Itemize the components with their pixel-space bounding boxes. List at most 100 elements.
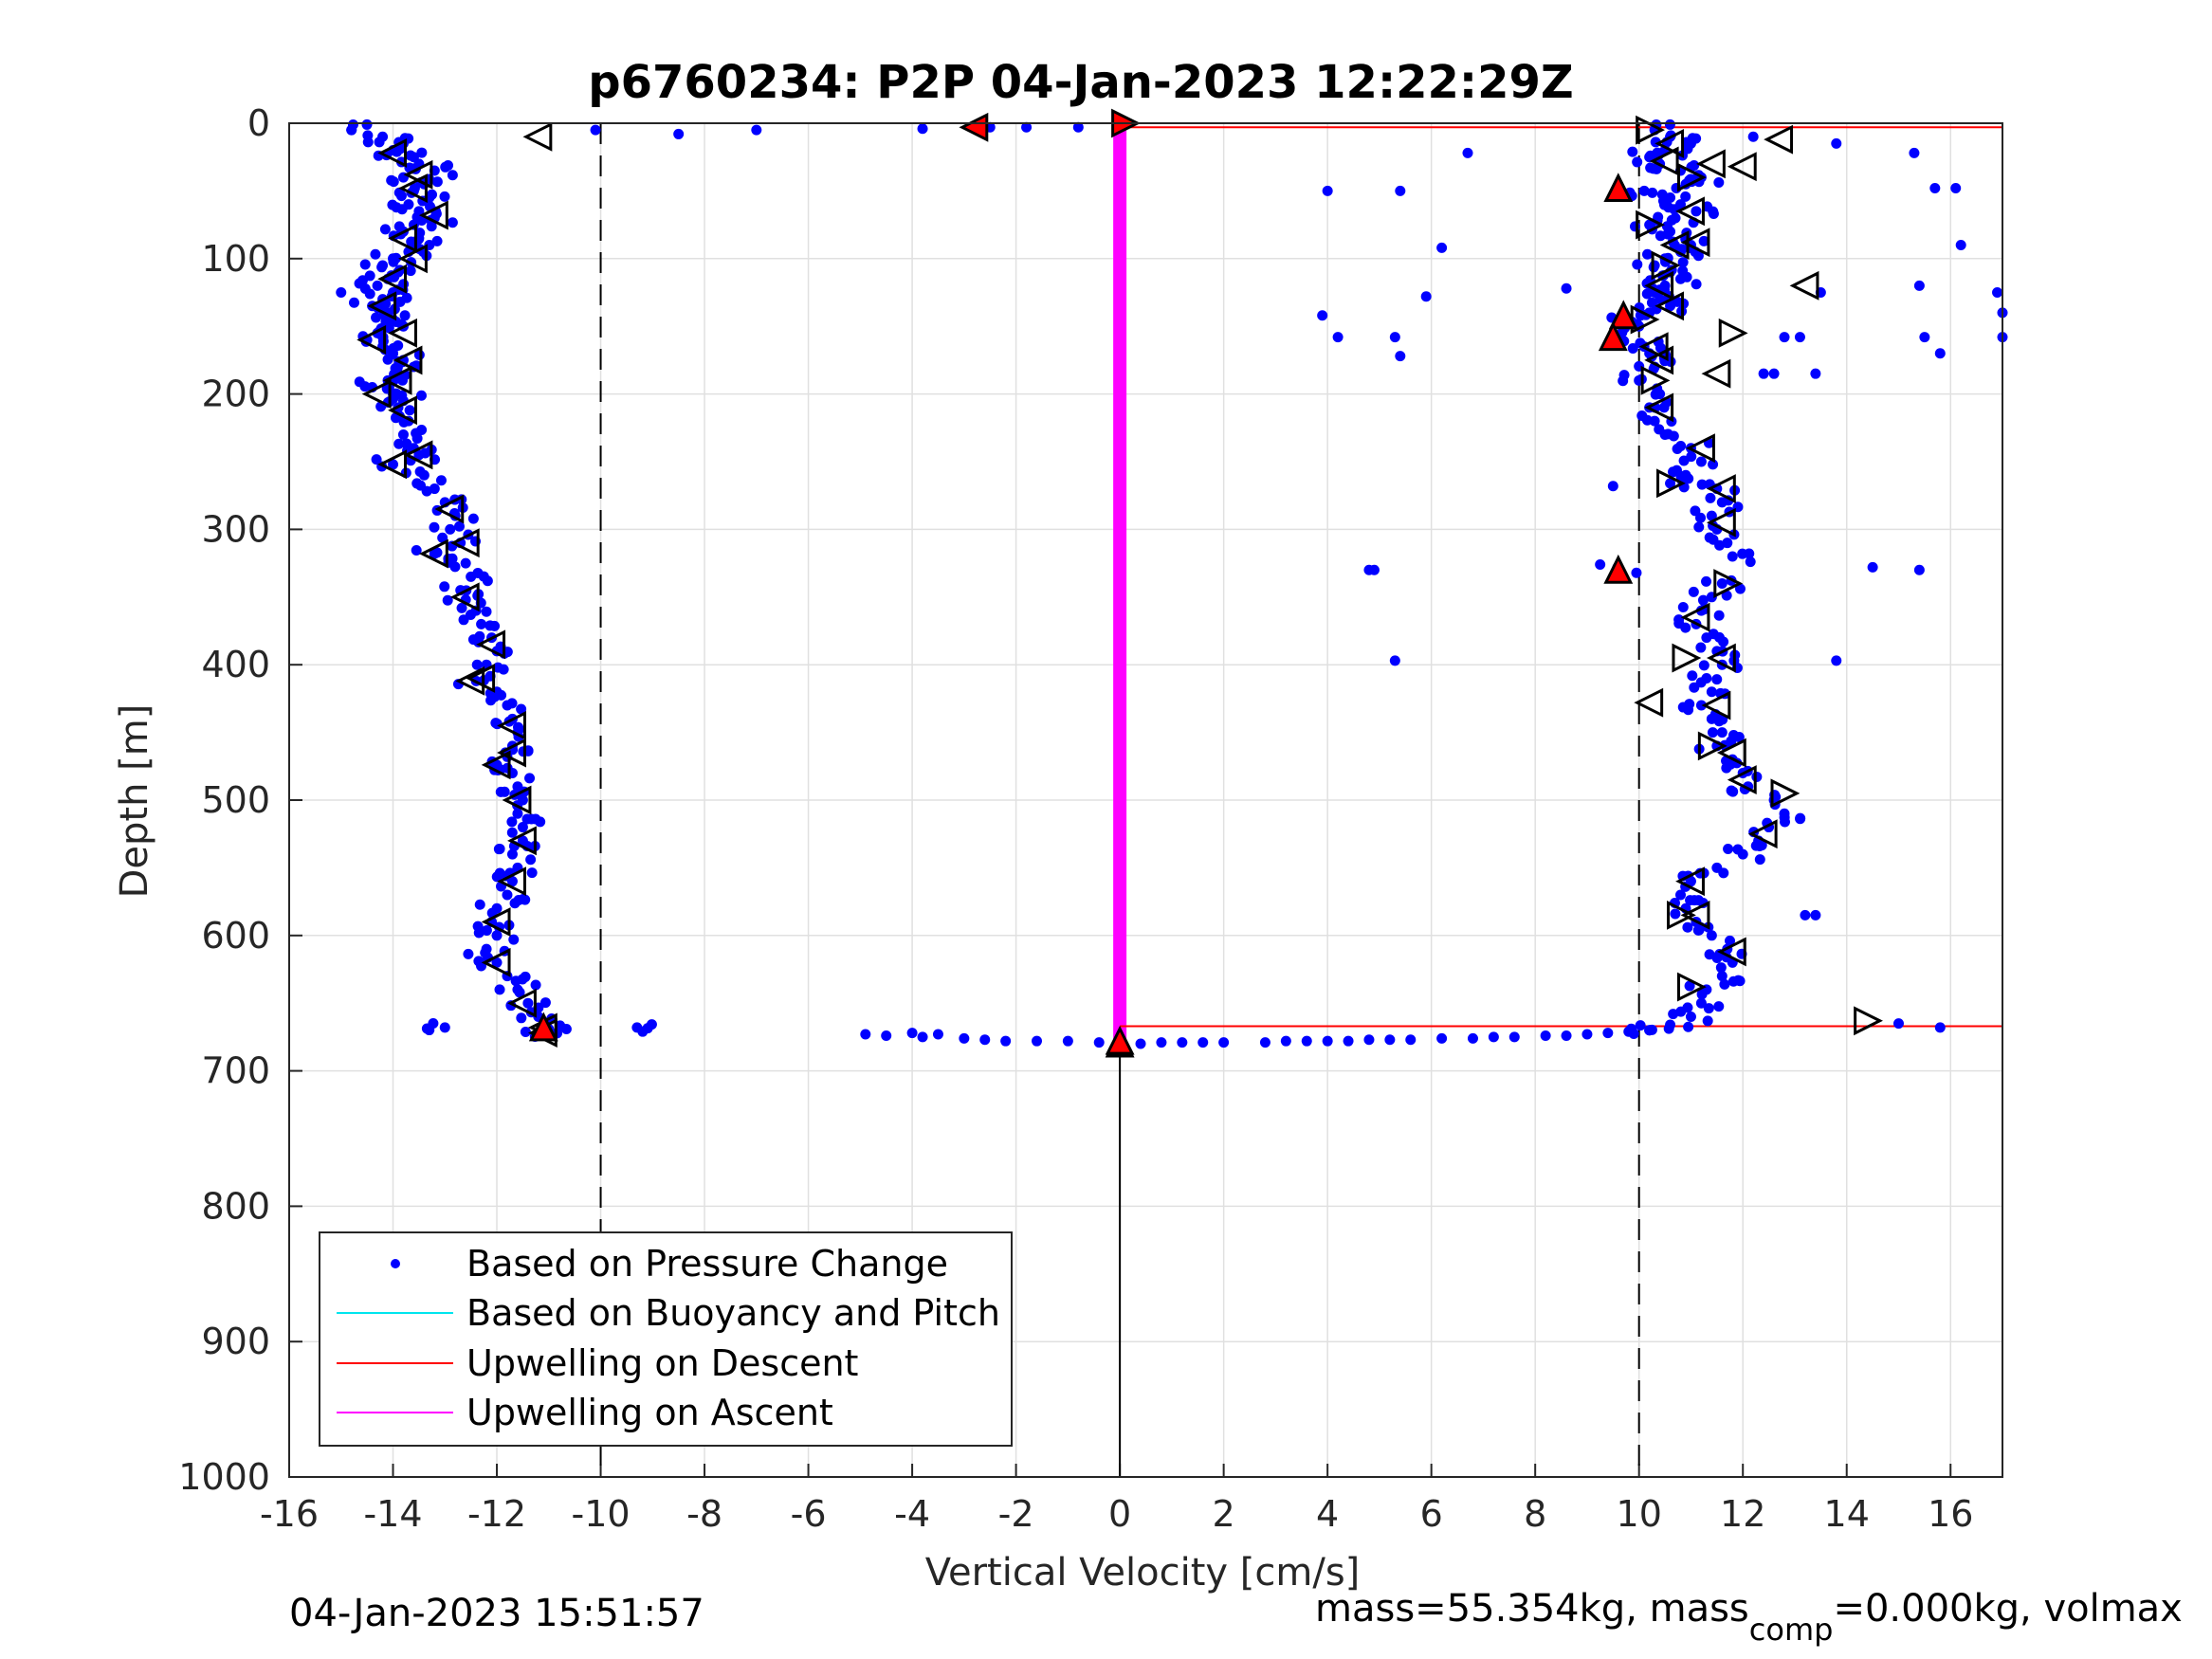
ascent-data-point <box>1715 962 1727 974</box>
descent-data-point <box>415 390 427 401</box>
transition-data-point <box>1405 1034 1417 1046</box>
ascent-marker <box>1747 819 1778 849</box>
descent-data-point <box>520 971 531 982</box>
x-tick-label: 0 <box>1108 1493 1131 1535</box>
ascent-outlier-point <box>1758 368 1769 379</box>
descent-data-point <box>364 288 375 300</box>
ascent-data-point <box>1685 895 1696 906</box>
transition-data-point <box>1508 1031 1520 1043</box>
descent-data-point <box>509 898 521 909</box>
chart-title: p6760234: P2P 04-Jan-2023 12:22:29Z <box>588 56 1573 109</box>
red-marker <box>1608 300 1638 330</box>
red-marker <box>528 1012 558 1042</box>
transition-data-point <box>1093 1037 1105 1048</box>
descent-data-point <box>512 808 523 819</box>
ascent-marker <box>1680 228 1710 258</box>
ascent-data-point <box>1632 156 1643 168</box>
footer-timestamp: 04-Jan-2023 15:51:57 <box>289 1592 704 1635</box>
ascent-data-point <box>1673 614 1685 626</box>
ascent-marker <box>1676 162 1707 192</box>
descent-data-point <box>405 265 416 277</box>
transition-data-point <box>1301 1035 1312 1047</box>
x-tick-label: -4 <box>894 1493 930 1535</box>
descent-data-point <box>514 987 525 998</box>
descent-marker <box>398 173 428 203</box>
descent-data-point <box>388 256 399 267</box>
descent-marker <box>382 365 412 395</box>
descent-data-point <box>393 438 405 449</box>
descent-data-point <box>439 581 450 592</box>
ascent-data-point <box>1670 908 1681 920</box>
ascent-data-point <box>1701 575 1712 587</box>
descent-data-point <box>473 927 484 939</box>
x-tick-label: 16 <box>1928 1493 1973 1535</box>
descent-data-point <box>404 405 415 416</box>
x-tick-label: 12 <box>1720 1493 1765 1535</box>
transition-data-point <box>1561 1030 1572 1041</box>
transition-data-point <box>1623 1026 1635 1037</box>
ascent-marker <box>1644 270 1674 301</box>
descent-data-point <box>411 545 422 556</box>
ascent-marker <box>1718 318 1748 348</box>
transition-data-point <box>1602 1028 1614 1039</box>
descent-data-point <box>506 848 518 860</box>
ascent-data-point <box>1727 551 1738 562</box>
x-tick-label: 14 <box>1824 1493 1870 1535</box>
ascent-data-point <box>1685 1011 1696 1022</box>
ascent-data-point <box>1631 567 1642 578</box>
ascent-data-point <box>1704 532 1715 543</box>
ascent-data-point <box>1708 459 1719 470</box>
ascent-data-point <box>1696 989 1708 1000</box>
ascent-marker <box>1706 643 1736 673</box>
x-tick-label: -14 <box>363 1493 422 1535</box>
x-tick-label: -10 <box>572 1493 631 1535</box>
ascent-marker <box>1672 643 1702 673</box>
descent-data-point <box>499 786 510 797</box>
ascent-outlier-point <box>1913 280 1925 291</box>
descent-data-point <box>463 948 474 959</box>
descent-data-point <box>516 1012 527 1024</box>
ascent-data-point <box>1706 930 1717 941</box>
descent-data-point <box>388 459 399 470</box>
descent-data-point <box>362 137 374 148</box>
ascent-marker <box>1675 866 1705 897</box>
ascent-data-point <box>1675 889 1687 901</box>
descent-data-point <box>447 217 458 228</box>
red-marker <box>959 112 989 142</box>
descent-data-point <box>447 170 458 181</box>
axes-box <box>288 122 2003 1478</box>
x-axis-label: Vertical Velocity [cm/s] <box>925 1551 1361 1595</box>
descent-marker <box>507 988 537 1018</box>
x-tick-label: -12 <box>467 1493 526 1535</box>
descent-data-point <box>387 199 398 210</box>
descent-marker <box>361 379 392 410</box>
descent-data-point <box>387 345 398 356</box>
ascent-data-point <box>1795 812 1806 824</box>
descent-data-point <box>474 630 485 642</box>
transition-data-point <box>1581 1029 1593 1040</box>
descent-data-point <box>526 867 538 879</box>
descent-data-point <box>379 224 391 235</box>
ascent-outlier-point <box>1909 147 1920 158</box>
ascent-outlier-point <box>1368 564 1380 575</box>
transition-data-point <box>1259 1037 1271 1048</box>
ascent-marker <box>1675 196 1705 227</box>
ascent-data-point <box>1711 674 1723 685</box>
open-marker <box>522 121 553 152</box>
red-marker <box>1598 321 1628 352</box>
ascent-data-point <box>1682 921 1693 933</box>
descent-data-point <box>514 723 525 735</box>
ascent-outlier-point <box>1794 332 1805 343</box>
descent-data-point <box>359 259 371 270</box>
ascent-marker <box>1770 778 1801 809</box>
descent-data-point <box>482 575 493 587</box>
descent-data-point <box>518 893 529 904</box>
ascent-data-point <box>1693 521 1705 533</box>
descent-outlier-point <box>590 124 601 136</box>
transition-data-point <box>906 1028 918 1039</box>
transition-data-point <box>1062 1035 1073 1047</box>
y-axis-label: Depth [m] <box>113 704 156 899</box>
transition-data-point <box>959 1032 970 1044</box>
ascent-data-point <box>1698 660 1709 671</box>
descent-marker <box>476 629 506 660</box>
